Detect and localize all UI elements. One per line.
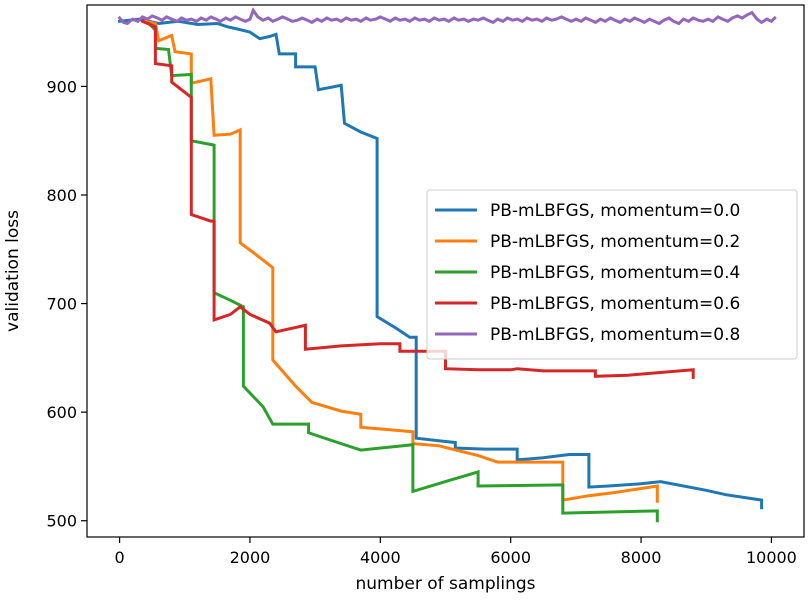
y-tick-label-3: 800 xyxy=(46,186,77,205)
legend-label-1: PB-mLBFGS, momentum=0.2 xyxy=(490,232,740,252)
series-line-1 xyxy=(143,19,659,503)
x-tick-label-4: 8000 xyxy=(621,548,662,567)
legend-label-2: PB-mLBFGS, momentum=0.4 xyxy=(490,263,740,283)
y-tick-label-4: 900 xyxy=(46,77,77,96)
series-line-4 xyxy=(117,7,777,26)
x-tick-label-5: 10000 xyxy=(746,548,797,567)
x-tick-label-0: 0 xyxy=(114,548,124,567)
x-tick-label-3: 6000 xyxy=(490,548,531,567)
y-axis-label: validation loss xyxy=(3,210,23,332)
series-line-2 xyxy=(146,21,659,523)
y-tick-label-2: 700 xyxy=(46,295,77,314)
series-line-0 xyxy=(117,17,764,510)
series-line-3 xyxy=(140,19,695,379)
x-tick-label-1: 2000 xyxy=(230,548,271,567)
legend-label-0: PB-mLBFGS, momentum=0.0 xyxy=(490,201,740,221)
y-tick-label-1: 600 xyxy=(46,403,77,422)
legend-box xyxy=(426,189,798,360)
plot-frame xyxy=(86,4,805,538)
legend-label-4: PB-mLBFGS, momentum=0.8 xyxy=(490,325,740,345)
legend: PB-mLBFGS, momentum=0.0 PB-mLBFGS, moment… xyxy=(426,189,798,360)
legend-label-3: PB-mLBFGS, momentum=0.6 xyxy=(490,294,740,314)
x-tick-label-2: 4000 xyxy=(360,548,401,567)
x-axis-label: number of samplings xyxy=(355,574,535,594)
y-tick-label-0: 500 xyxy=(46,512,77,531)
